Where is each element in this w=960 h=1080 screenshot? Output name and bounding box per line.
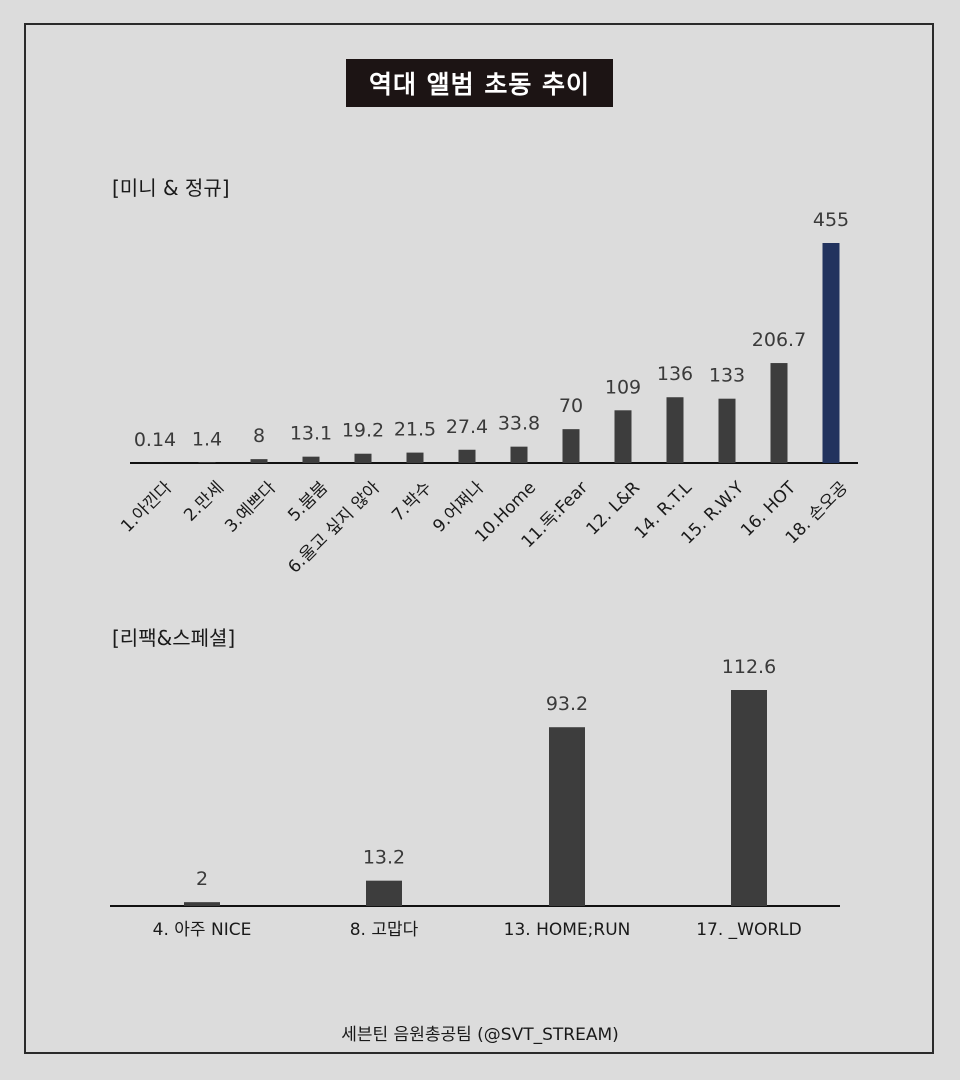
data-label: 70	[559, 395, 583, 417]
tick-label: 8. 고맙다	[350, 920, 419, 940]
section-title-mini-regular: [미니 & 정규]	[112, 176, 230, 200]
bar	[731, 690, 767, 906]
data-label: 112.6	[722, 656, 776, 678]
bar	[354, 453, 372, 463]
bar	[510, 446, 528, 463]
tick-label: 13. HOME;RUN	[504, 920, 631, 940]
data-label: 1.4	[192, 428, 222, 450]
data-label: 109	[605, 376, 641, 398]
chart-repackage-special: 2 4. 아주 NICE 13.2 8. 고맙다 93.2 13. HOME;RUN 112…	[110, 656, 840, 940]
bar	[666, 397, 684, 463]
footer-credit: 세븐틴 음원총공팀 (@SVT_STREAM)	[341, 1025, 619, 1045]
tick-label: 17. _WORLD	[696, 920, 802, 940]
tick-label: 7.박수	[388, 478, 436, 526]
bar	[770, 363, 788, 463]
data-label: 19.2	[342, 420, 384, 442]
data-label: 93.2	[546, 693, 588, 715]
tick-label: 6.울고 싶지 않아	[284, 478, 384, 578]
bar	[184, 902, 220, 906]
bar	[458, 449, 476, 463]
chart-mini-regular: 0.14 1.아낀다 1.4 2.만세 8 3.예쁘다 13.1 5.붐붐 19.2 6.울고 싶…	[117, 209, 858, 577]
data-label: 8	[253, 425, 265, 447]
bar	[718, 398, 736, 463]
bar	[302, 456, 320, 463]
tick-label: 4. 아주 NICE	[153, 920, 252, 940]
data-label: 455	[813, 209, 849, 231]
bar	[822, 243, 840, 463]
data-label: 27.4	[446, 416, 488, 438]
chart-frame	[24, 23, 934, 1054]
tick-label: 5.붐붐	[284, 478, 332, 526]
bar	[366, 880, 402, 906]
bar	[406, 452, 424, 463]
data-label: 21.5	[394, 419, 436, 441]
bar	[614, 410, 632, 463]
bar	[198, 462, 216, 463]
tick-label: 2.만세	[180, 478, 228, 526]
bar	[549, 727, 585, 906]
data-label: 13.2	[363, 847, 405, 869]
section-title-repackage-special: [리팩&스페셜]	[112, 626, 236, 650]
bar	[250, 459, 268, 463]
chart-title: 역대 앨범 초동 추이	[346, 59, 613, 107]
data-label: 13.1	[290, 423, 332, 445]
bar	[562, 429, 580, 463]
data-label: 136	[657, 363, 693, 385]
tick-label: 1.아낀다	[117, 478, 176, 537]
data-label: 133	[709, 365, 745, 387]
data-label: 206.7	[752, 329, 806, 351]
data-label: 0.14	[134, 429, 176, 451]
data-label: 2	[196, 868, 208, 890]
tick-label: 3.예쁘다	[221, 478, 280, 537]
data-label: 33.8	[498, 413, 540, 435]
